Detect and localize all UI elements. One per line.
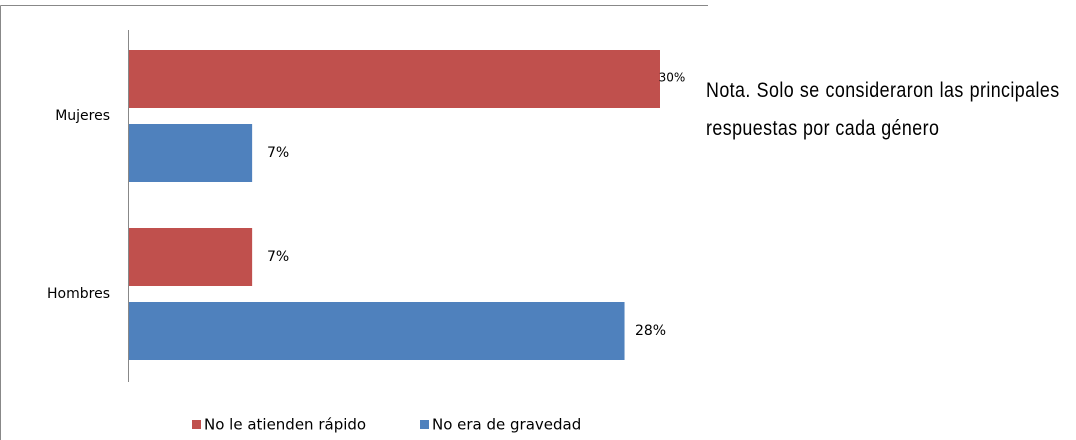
category-label: Hombres <box>47 286 110 302</box>
legend-swatch <box>420 420 429 429</box>
data-label: 30% <box>659 71 686 85</box>
bar <box>129 50 660 108</box>
bar <box>129 124 253 182</box>
data-label: 28% <box>635 323 666 339</box>
legend-swatch <box>192 420 201 429</box>
bar <box>129 228 253 286</box>
data-label: 7% <box>267 145 289 161</box>
category-label: Mujeres <box>55 108 110 124</box>
bar <box>129 302 625 360</box>
note: Nota. Solo se consideraron las principal… <box>706 79 1060 140</box>
legend-label: No era de gravedad <box>432 416 581 434</box>
legend-label: No le atienden rápido <box>204 416 366 434</box>
data-label: 7% <box>267 249 289 265</box>
chart: Mujeres 30% 7% Hombres 7% 28% No le atienden r… <box>0 5 708 440</box>
